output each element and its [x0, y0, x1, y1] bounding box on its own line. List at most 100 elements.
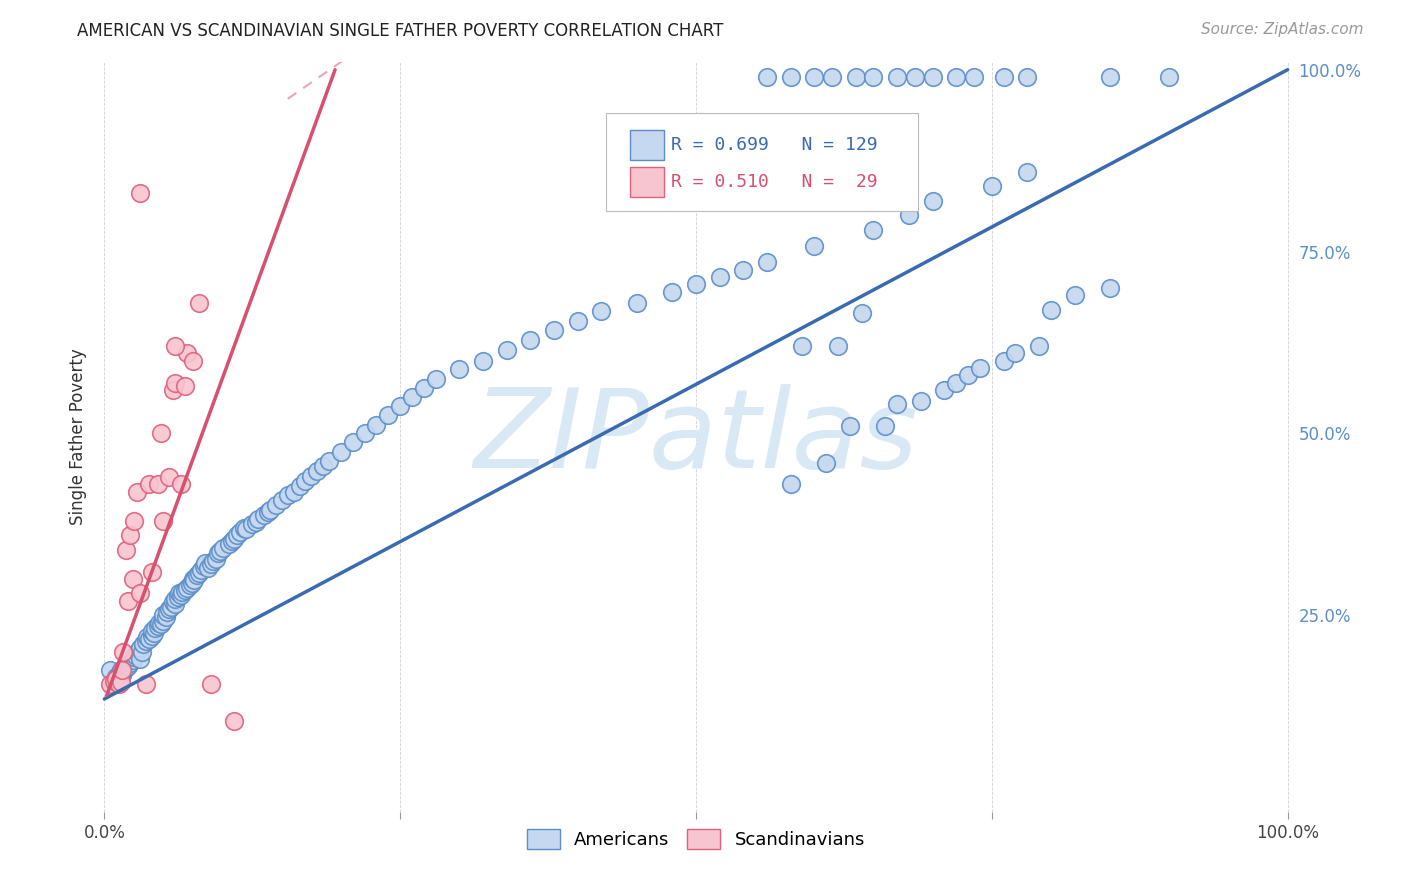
Point — [200, 558, 222, 572]
Point — [283, 484, 305, 499]
Point — [152, 514, 174, 528]
Point — [138, 632, 160, 646]
Point — [264, 498, 287, 512]
Point — [803, 239, 825, 253]
Point — [156, 605, 179, 619]
Point — [190, 563, 212, 577]
Point — [904, 70, 927, 84]
Point — [1028, 339, 1050, 353]
Point — [141, 565, 163, 579]
Point — [318, 454, 340, 468]
Point — [661, 285, 683, 299]
Point — [803, 70, 825, 84]
Point — [862, 223, 884, 237]
Point — [172, 585, 194, 599]
Point — [112, 645, 135, 659]
Point — [270, 493, 292, 508]
Point — [240, 517, 263, 532]
Point — [1063, 288, 1085, 302]
Point — [815, 456, 838, 470]
Point — [934, 383, 956, 397]
Point — [307, 464, 329, 478]
Point — [288, 479, 311, 493]
Point — [127, 645, 149, 659]
Point — [591, 304, 613, 318]
Point — [779, 477, 801, 491]
Point — [792, 339, 814, 353]
Point — [135, 633, 157, 648]
Point — [845, 70, 868, 84]
Point — [821, 70, 844, 84]
Point — [167, 586, 190, 600]
Point — [122, 650, 145, 665]
Point — [120, 528, 142, 542]
Point — [412, 381, 434, 395]
Point — [543, 323, 565, 337]
Point — [128, 586, 150, 600]
Point — [921, 194, 943, 208]
Point — [202, 554, 225, 568]
Point — [225, 528, 247, 542]
Point — [1159, 70, 1181, 84]
Point — [152, 608, 174, 623]
Point — [312, 459, 335, 474]
Point — [181, 353, 204, 368]
Text: AMERICAN VS SCANDINAVIAN SINGLE FATHER POVERTY CORRELATION CHART: AMERICAN VS SCANDINAVIAN SINGLE FATHER P… — [77, 22, 724, 40]
Point — [165, 339, 187, 353]
Point — [180, 575, 202, 590]
Point — [170, 477, 193, 491]
Point — [188, 566, 211, 581]
Point — [1004, 346, 1026, 360]
Point — [165, 598, 187, 612]
Point — [980, 179, 1002, 194]
Point — [170, 588, 193, 602]
Point — [121, 572, 143, 586]
Point — [107, 677, 129, 691]
Point — [143, 626, 166, 640]
Text: R = 0.510   N =  29: R = 0.510 N = 29 — [671, 173, 877, 191]
Point — [495, 343, 517, 357]
Point — [963, 70, 986, 84]
Point — [211, 541, 233, 556]
Point — [193, 558, 215, 573]
Point — [120, 656, 142, 670]
Point — [342, 435, 364, 450]
Point — [117, 593, 139, 607]
Point — [224, 532, 246, 546]
Point — [709, 270, 731, 285]
Point — [755, 255, 778, 269]
Point — [875, 419, 897, 434]
Point — [131, 645, 153, 659]
Point — [136, 630, 159, 644]
Point — [389, 399, 412, 413]
Point — [204, 551, 226, 566]
Point — [98, 663, 121, 677]
Point — [127, 484, 149, 499]
Point — [114, 542, 136, 557]
Point — [152, 614, 174, 628]
Point — [150, 426, 173, 441]
Point — [330, 444, 353, 458]
Point — [176, 581, 198, 595]
Point — [186, 568, 208, 582]
Point — [886, 70, 908, 84]
Point — [1039, 302, 1062, 317]
Point — [162, 383, 184, 397]
Point — [921, 70, 943, 84]
Point — [733, 262, 755, 277]
Point — [141, 624, 163, 639]
Legend: Americans, Scandinavians: Americans, Scandinavians — [520, 822, 872, 856]
Point — [401, 390, 423, 404]
Point — [98, 677, 121, 691]
Text: Source: ZipAtlas.com: Source: ZipAtlas.com — [1201, 22, 1364, 37]
Point — [165, 592, 187, 607]
Point — [851, 306, 873, 320]
Point — [132, 637, 155, 651]
Point — [256, 505, 278, 519]
Point — [221, 534, 243, 549]
Point — [110, 663, 132, 677]
Point — [449, 362, 471, 376]
Point — [1017, 70, 1039, 84]
Point — [207, 546, 229, 560]
Point — [124, 648, 146, 663]
